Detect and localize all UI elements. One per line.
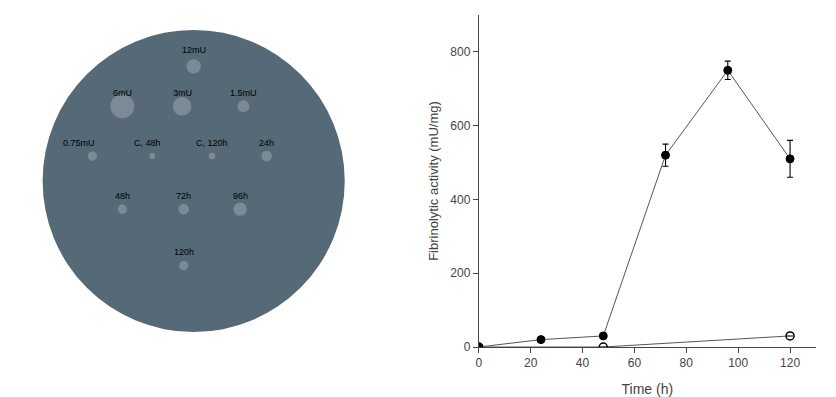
svg-text:12mU: 12mU xyxy=(182,45,206,55)
svg-text:120: 120 xyxy=(780,356,800,370)
svg-text:Time (h): Time (h) xyxy=(622,381,674,397)
svg-text:C, 48h: C, 48h xyxy=(134,138,161,148)
svg-text:200: 200 xyxy=(450,266,470,280)
svg-text:48h: 48h xyxy=(115,191,130,201)
svg-text:60: 60 xyxy=(628,356,642,370)
svg-text:0: 0 xyxy=(464,340,471,354)
svg-text:3mU: 3mU xyxy=(173,88,192,98)
svg-text:20: 20 xyxy=(524,356,538,370)
svg-text:120h: 120h xyxy=(174,247,194,257)
svg-text:0.75mU: 0.75mU xyxy=(63,138,95,148)
svg-text:C, 120h: C, 120h xyxy=(196,138,228,148)
svg-text:6mU: 6mU xyxy=(113,88,132,98)
svg-text:80: 80 xyxy=(680,356,694,370)
svg-text:96h: 96h xyxy=(233,191,248,201)
svg-text:800: 800 xyxy=(450,45,470,59)
svg-text:1.5mU: 1.5mU xyxy=(230,88,257,98)
svg-text:400: 400 xyxy=(450,193,470,207)
svg-text:24h: 24h xyxy=(259,138,274,148)
svg-text:Fibrinolytic activity (mU/mg): Fibrinolytic activity (mU/mg) xyxy=(426,101,441,261)
svg-text:600: 600 xyxy=(450,119,470,133)
svg-text:40: 40 xyxy=(576,356,590,370)
svg-text:100: 100 xyxy=(728,356,748,370)
svg-text:72h: 72h xyxy=(176,191,191,201)
svg-text:0: 0 xyxy=(475,356,482,370)
